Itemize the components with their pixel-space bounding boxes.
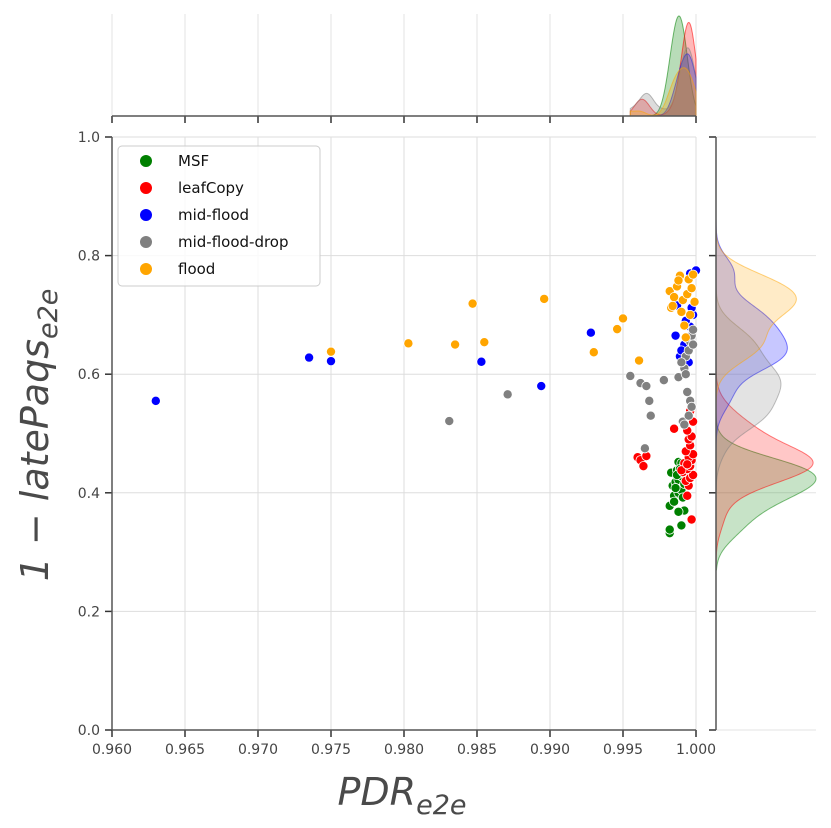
legend-label-leafcopy: leafCopy: [178, 179, 244, 197]
point-msf: [669, 496, 680, 507]
legend-marker-flood: [140, 263, 152, 275]
point-mid-flood-drop: [682, 386, 693, 397]
legend: MSF leafCopy mid-flood mid-flood-drop fl…: [117, 145, 321, 287]
legend-marker-leafcopy: [140, 182, 152, 194]
x-tick-labels: 0.960 0.965 0.970 0.975 0.980 0.985 0.990 0.995…: [92, 742, 716, 758]
point-flood: [612, 324, 623, 335]
point-flood: [539, 293, 550, 304]
right-marginal-kde: [715, 219, 817, 571]
point-flood: [673, 275, 684, 286]
top-marginal-kde: [629, 15, 697, 117]
point-mid-flood-drop: [679, 419, 690, 430]
point-leafcopy: [676, 465, 687, 476]
point-mid-flood: [536, 381, 547, 392]
legend-marker-mid-flood: [140, 209, 152, 221]
x-axis-title: PDRe2e: [338, 770, 467, 821]
point-flood: [669, 292, 680, 303]
point-flood: [667, 300, 678, 311]
y-tick-label: 0.4: [78, 486, 100, 502]
y-tick-label: 0.8: [78, 249, 100, 265]
point-mid-flood-drop: [644, 395, 655, 406]
point-mid-flood-drop: [502, 389, 513, 400]
point-flood: [634, 355, 645, 366]
x-axis-title-subscript: e2e: [416, 790, 466, 821]
point-leafcopy: [682, 459, 693, 470]
point-mid-flood: [150, 395, 161, 406]
point-mid-flood-drop: [683, 410, 694, 421]
x-axis-title-main: PDR: [338, 770, 417, 814]
legend-marker-mid-flood-drop: [140, 236, 152, 248]
top-marginal-grid: [111, 14, 697, 116]
point-flood: [679, 320, 690, 331]
point-mid-flood-drop: [686, 401, 697, 412]
x-tick-label: 1.000: [676, 742, 716, 758]
y-axis-title-main: 1 − latePaqs: [13, 339, 57, 581]
axes: [105, 115, 717, 737]
point-flood: [676, 306, 687, 317]
point-mid-flood-drop: [688, 324, 699, 335]
point-mid-flood-drop: [641, 381, 652, 392]
point-leafcopy: [638, 461, 649, 472]
y-tick-labels: 0.0 0.2 0.4 0.6 0.8 1.0: [78, 130, 100, 739]
point-leafcopy: [682, 490, 693, 501]
point-flood: [588, 347, 599, 358]
point-msf: [670, 483, 681, 494]
point-flood: [688, 269, 699, 280]
point-msf: [664, 524, 675, 535]
point-mid-flood-drop: [676, 357, 687, 368]
point-mid-flood: [670, 330, 681, 341]
point-flood: [689, 296, 700, 307]
point-mid-flood-drop: [645, 410, 656, 421]
point-flood: [479, 337, 490, 348]
point-mid-flood: [325, 356, 336, 367]
top-kde-flood: [629, 67, 697, 117]
point-leafcopy: [669, 423, 680, 434]
point-mid-flood-drop: [625, 370, 636, 381]
legend-label-msf: MSF: [178, 152, 209, 170]
point-msf: [676, 520, 687, 531]
x-tick-label: 0.985: [457, 742, 497, 758]
x-tick-label: 0.975: [311, 742, 351, 758]
point-mid-flood-drop: [680, 369, 691, 380]
point-leafcopy: [688, 470, 699, 481]
legend-box: [117, 145, 321, 287]
legend-label-flood: flood: [178, 260, 215, 278]
y-tick-label: 1.0: [78, 130, 100, 146]
point-mid-flood-drop: [639, 443, 650, 454]
point-mid-flood-drop: [658, 375, 669, 386]
point-mid-flood: [585, 327, 596, 338]
y-axis-title: 1 − latePaqse2e: [13, 289, 64, 582]
x-tick-label: 0.960: [92, 742, 132, 758]
y-tick-label: 0.6: [78, 367, 100, 383]
point-flood: [685, 309, 696, 320]
x-tick-label: 0.995: [603, 742, 643, 758]
point-msf: [673, 506, 684, 517]
x-tick-label: 0.980: [384, 742, 424, 758]
right-marginal-grid: [716, 136, 816, 731]
point-flood: [686, 283, 697, 294]
x-tick-label: 0.970: [238, 742, 278, 758]
point-mid-flood: [304, 352, 315, 363]
point-flood: [618, 313, 629, 324]
y-tick-label: 0.2: [78, 604, 100, 620]
y-axis-title-subscript: e2e: [33, 289, 64, 339]
point-flood: [467, 298, 478, 309]
point-flood: [450, 339, 461, 350]
y-tick-label: 0.0: [78, 723, 100, 739]
point-mid-flood: [476, 356, 487, 367]
point-flood: [403, 338, 414, 349]
legend-label-mid-flood: mid-flood: [178, 206, 249, 224]
point-flood: [325, 346, 336, 357]
point-mid-flood-drop: [688, 339, 699, 350]
point-flood: [680, 332, 691, 343]
legend-marker-msf: [140, 155, 152, 167]
point-mid-flood-drop: [444, 416, 455, 427]
scatter-points: [150, 265, 702, 539]
point-leafcopy: [686, 514, 697, 525]
x-tick-label: 0.965: [165, 742, 205, 758]
legend-label-mid-flood-drop: mid-flood-drop: [178, 233, 289, 251]
x-tick-label: 0.990: [530, 742, 570, 758]
